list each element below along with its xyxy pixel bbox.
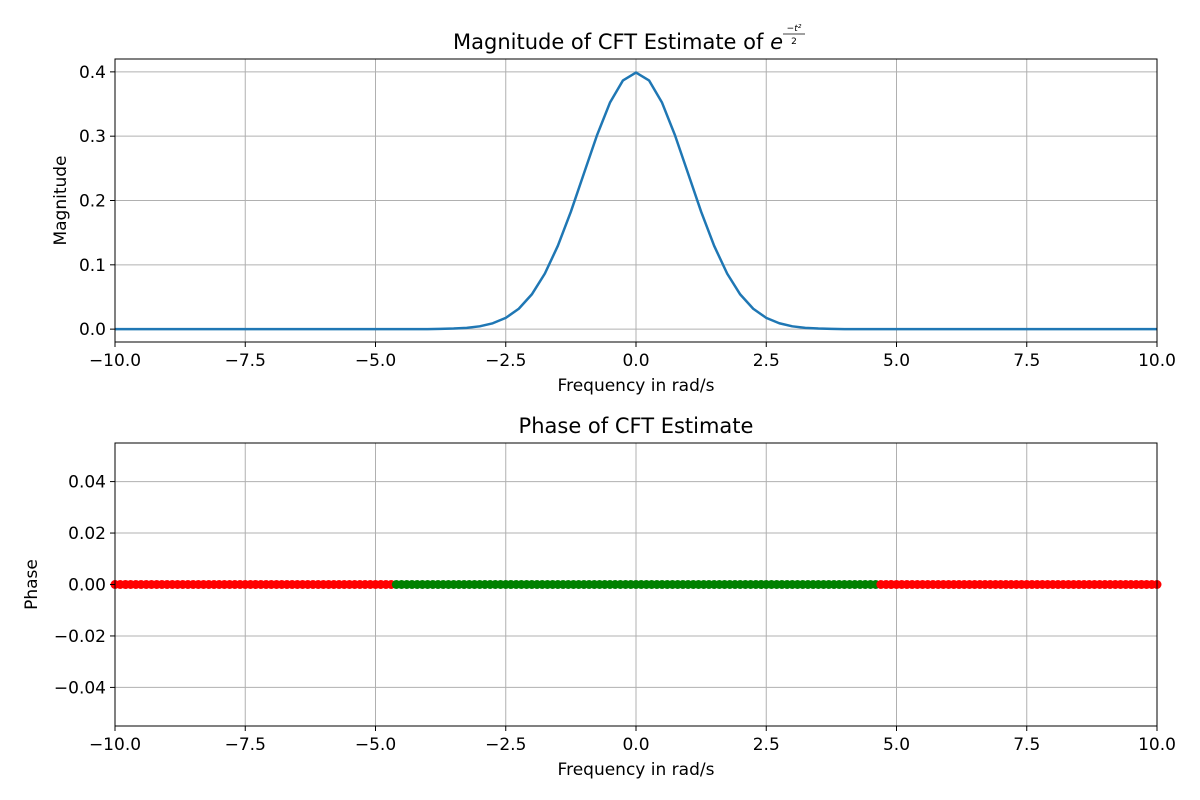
phase-y-axis-label: Phase [22, 559, 42, 610]
magnitude-series-line [115, 71, 1157, 331]
phase-y-tick-label: −0.04 [54, 678, 106, 698]
magnitude-x-tick-label: 5.0 [883, 351, 910, 371]
magnitude-x-tick-label: −10.0 [89, 351, 141, 371]
magnitude-y-tick-label: 0.1 [79, 256, 106, 276]
phase-plot [110, 580, 1162, 589]
phase-y-tick-label: 0.00 [68, 576, 106, 596]
magnitude-title-exponent-denominator: 2 [791, 37, 797, 47]
magnitude-y-axis-label: Magnitude [51, 155, 71, 245]
phase-title: Phase of CFT Estimate [519, 414, 754, 438]
magnitude-x-tick-label: −5.0 [355, 351, 396, 371]
magnitude-x-tick-label: 2.5 [753, 351, 780, 371]
phase-y-tick-label: 0.04 [68, 473, 106, 493]
magnitude-x-tick-label: −7.5 [225, 351, 266, 371]
phase-x-tick-label: 7.5 [1013, 735, 1040, 755]
magnitude-y-tick-label: 0.2 [79, 192, 106, 212]
magnitude-x-ticks: −10.0 −7.5 −5.0 −2.5 0.0 2.5 5.0 7.5 10.0 [89, 342, 1176, 371]
phase-y-ticks: −0.04 −0.02 0.00 0.02 0.04 [54, 473, 115, 698]
phase-x-ticks: −10.0 −7.5 −5.0 −2.5 0.0 2.5 5.0 7.5 10.0 [89, 726, 1176, 755]
magnitude-title-exponent: −t² 2 [783, 24, 805, 47]
magnitude-y-tick-label: 0.4 [79, 63, 106, 83]
magnitude-panel: −10.0 −7.5 −5.0 −2.5 0.0 2.5 5.0 7.5 10.0 0.0 0.1… [51, 24, 1176, 396]
magnitude-x-tick-label: 10.0 [1138, 351, 1176, 371]
magnitude-x-tick-label: −2.5 [485, 351, 526, 371]
phase-x-tick-label: 0.0 [622, 735, 649, 755]
phase-x-tick-label: 10.0 [1138, 735, 1176, 755]
phase-x-axis-label: Frequency in rad/s [558, 760, 715, 780]
magnitude-x-tick-label: 0.0 [622, 351, 649, 371]
magnitude-title: Magnitude of CFT Estimate of e [453, 30, 783, 54]
phase-x-tick-label: −7.5 [225, 735, 266, 755]
magnitude-y-tick-label: 0.3 [79, 127, 106, 147]
magnitude-x-axis-label: Frequency in rad/s [558, 376, 715, 396]
phase-x-tick-label: 2.5 [753, 735, 780, 755]
magnitude-plot [115, 71, 1157, 331]
magnitude-grid [114, 59, 1158, 342]
phase-x-tick-label: −2.5 [485, 735, 526, 755]
magnitude-y-ticks: 0.0 0.1 0.2 0.3 0.4 [79, 63, 115, 340]
phase-panel: −10.0 −7.5 −5.0 −2.5 0.0 2.5 5.0 7.5 10.0 −0.04−… [22, 414, 1176, 780]
magnitude-y-tick-label: 0.0 [79, 320, 106, 340]
phase-x-tick-label: 5.0 [883, 735, 910, 755]
phase-x-tick-label: −10.0 [89, 735, 141, 755]
phase-y-tick-label: 0.02 [68, 524, 106, 544]
magnitude-title-exponent-numerator: −t² [787, 24, 802, 34]
magnitude-title-base: e [770, 30, 783, 54]
phase-x-tick-label: −5.0 [355, 735, 396, 755]
magnitude-x-tick-label: 7.5 [1013, 351, 1040, 371]
phase-y-tick-label: −0.02 [54, 627, 106, 647]
